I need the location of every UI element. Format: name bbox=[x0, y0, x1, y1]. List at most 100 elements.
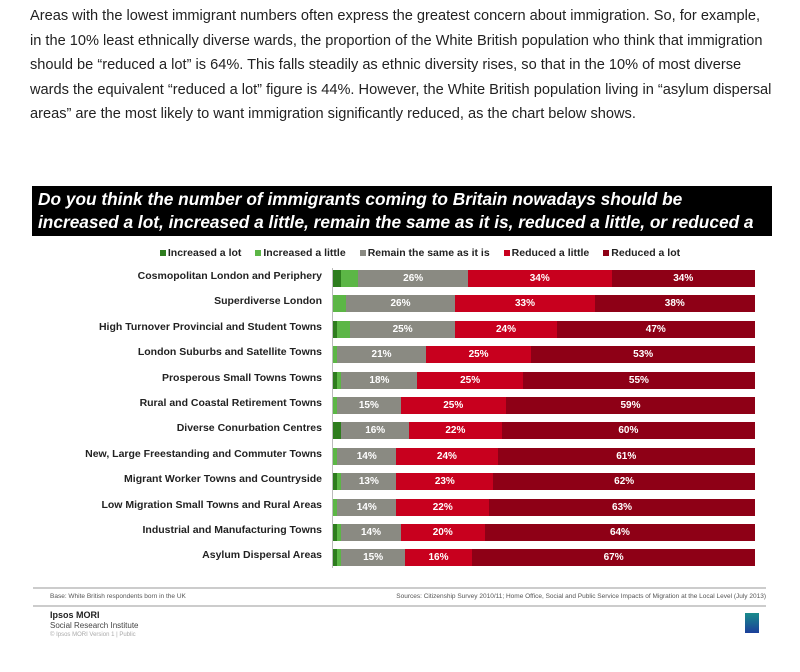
bar-segment: 15% bbox=[341, 549, 405, 567]
data-label: 15% bbox=[363, 552, 384, 564]
category-label: Migrant Worker Towns and Countryside bbox=[124, 473, 322, 486]
data-label: 22% bbox=[432, 501, 453, 513]
bar-segment bbox=[341, 270, 359, 287]
data-label: 14% bbox=[360, 527, 381, 538]
data-label: 26% bbox=[390, 298, 411, 310]
bar-segment bbox=[333, 447, 338, 465]
stacked-bar: 15% 25% 59% bbox=[333, 397, 755, 414]
bar-segment: 15% bbox=[337, 397, 401, 414]
stacked-bar: 21% 25% 53% bbox=[333, 346, 755, 364]
data-label: 53% bbox=[633, 349, 654, 361]
bar-segment: 14% bbox=[337, 447, 397, 465]
bar-segment: 55% bbox=[522, 371, 755, 389]
data-label: 25% bbox=[468, 349, 489, 361]
data-label: 59% bbox=[620, 400, 641, 411]
data-label: 22% bbox=[445, 425, 466, 437]
bar-segment: 33% bbox=[455, 295, 595, 313]
bar-row: Diverse Conurbation Centres 16% 22% 60% bbox=[0, 418, 800, 444]
category-label: Superdiverse London bbox=[214, 295, 322, 308]
bar-segment bbox=[333, 397, 338, 414]
sources-note: Sources: Citizenship Survey 2010/11; Hom… bbox=[396, 593, 766, 600]
bar-segment: 64% bbox=[484, 524, 755, 541]
base-note: Base: White British respondents born in … bbox=[50, 593, 186, 600]
bar-segment bbox=[337, 524, 342, 541]
data-label: 47% bbox=[645, 323, 666, 335]
bar-segment bbox=[333, 422, 342, 440]
data-label: 62% bbox=[614, 476, 635, 488]
bar-segment: 25% bbox=[349, 320, 456, 338]
bar-segment: 14% bbox=[337, 498, 397, 516]
stacked-bar: 18% 25% 55% bbox=[333, 371, 755, 389]
stacked-bar: 16% 22% 60% bbox=[333, 422, 755, 440]
data-label: 64% bbox=[609, 527, 630, 538]
legend-label: Increased a lot bbox=[167, 247, 242, 259]
data-label: 26% bbox=[403, 273, 424, 284]
data-label: 25% bbox=[443, 400, 464, 411]
bar-segment: 23% bbox=[396, 473, 494, 491]
ipsos-logo bbox=[745, 613, 759, 633]
bar-row: Industrial and Manufacturing Towns 14% 20%… bbox=[0, 520, 800, 546]
data-label: 67% bbox=[603, 552, 624, 564]
category-label: Cosmopolitan London and Periphery bbox=[137, 270, 322, 282]
bar-segment: 34% bbox=[468, 270, 612, 287]
bar-segment bbox=[333, 371, 338, 389]
stacked-bar: 26% 34% 34% bbox=[333, 270, 755, 287]
legend-label: Increased a little bbox=[263, 247, 346, 259]
bar-segment: 26% bbox=[358, 270, 469, 287]
data-label: 38% bbox=[664, 298, 685, 310]
bar-segment bbox=[333, 473, 338, 491]
bar-segment: 26% bbox=[345, 295, 456, 313]
bar-segment: 38% bbox=[594, 295, 755, 313]
bar-segment bbox=[333, 320, 338, 338]
bar-segment bbox=[333, 270, 342, 287]
data-label: 34% bbox=[673, 273, 694, 284]
data-label: 25% bbox=[460, 374, 481, 386]
divider bbox=[33, 587, 766, 589]
stacked-bar: 14% 22% 63% bbox=[333, 498, 755, 516]
data-label: 24% bbox=[436, 450, 457, 462]
data-label: 60% bbox=[618, 425, 639, 437]
bar-segment: 53% bbox=[531, 346, 755, 364]
legend-item: Increased a little bbox=[255, 247, 346, 259]
data-label: 24% bbox=[496, 323, 517, 335]
stacked-bar: 14% 20% 64% bbox=[333, 524, 755, 541]
data-label: 20% bbox=[432, 527, 453, 538]
legend-item: Remain the same as it is bbox=[359, 247, 490, 259]
category-label: Rural and Coastal Retirement Towns bbox=[139, 397, 322, 409]
data-label: 16% bbox=[365, 425, 386, 437]
bar-row: Asylum Dispersal Areas 15% 16% 67% bbox=[0, 545, 800, 571]
copyright: © Ipsos MORI Version 1 | Public bbox=[50, 632, 136, 638]
stacked-bar: 26% 33% 38% bbox=[333, 295, 755, 313]
bar-segment: 34% bbox=[611, 270, 755, 287]
bar-row: Cosmopolitan London and Periphery 26% 34% 3… bbox=[0, 266, 800, 292]
bar-segment: 22% bbox=[408, 422, 502, 440]
legend-swatch bbox=[359, 250, 366, 256]
bar-segment bbox=[333, 498, 338, 516]
institute-name: Social Research Institute bbox=[50, 621, 139, 630]
bar-segment bbox=[333, 346, 338, 364]
stacked-bar: 13% 23% 62% bbox=[333, 473, 755, 491]
bar-segment: 13% bbox=[341, 473, 397, 491]
bar-segment bbox=[337, 320, 350, 338]
category-label: Industrial and Manufacturing Towns bbox=[142, 524, 322, 536]
data-label: 55% bbox=[628, 374, 649, 386]
legend-label: Reduced a lot bbox=[611, 247, 681, 259]
legend-swatch bbox=[255, 250, 262, 256]
category-label: London Suburbs and Satellite Towns bbox=[137, 346, 322, 359]
bar-segment: 63% bbox=[489, 498, 755, 516]
legend-swatch bbox=[503, 250, 510, 256]
data-label: 16% bbox=[428, 552, 449, 564]
bar-row: Superdiverse London 26% 33% 38% bbox=[0, 291, 800, 317]
data-label: 34% bbox=[529, 273, 550, 284]
data-label: 15% bbox=[358, 400, 379, 411]
legend-label: Remain the same as it is bbox=[367, 247, 490, 259]
bar-segment: 25% bbox=[400, 397, 507, 414]
category-label: Asylum Dispersal Areas bbox=[202, 549, 322, 562]
legend-swatch bbox=[603, 250, 610, 256]
bar-row: Rural and Coastal Retirement Towns 15% 25%… bbox=[0, 393, 800, 419]
data-label: 25% bbox=[392, 323, 413, 335]
bar-segment: 60% bbox=[501, 422, 755, 440]
data-label: 33% bbox=[514, 298, 535, 310]
data-label: 63% bbox=[612, 501, 633, 513]
bar-segment: 62% bbox=[493, 473, 755, 491]
